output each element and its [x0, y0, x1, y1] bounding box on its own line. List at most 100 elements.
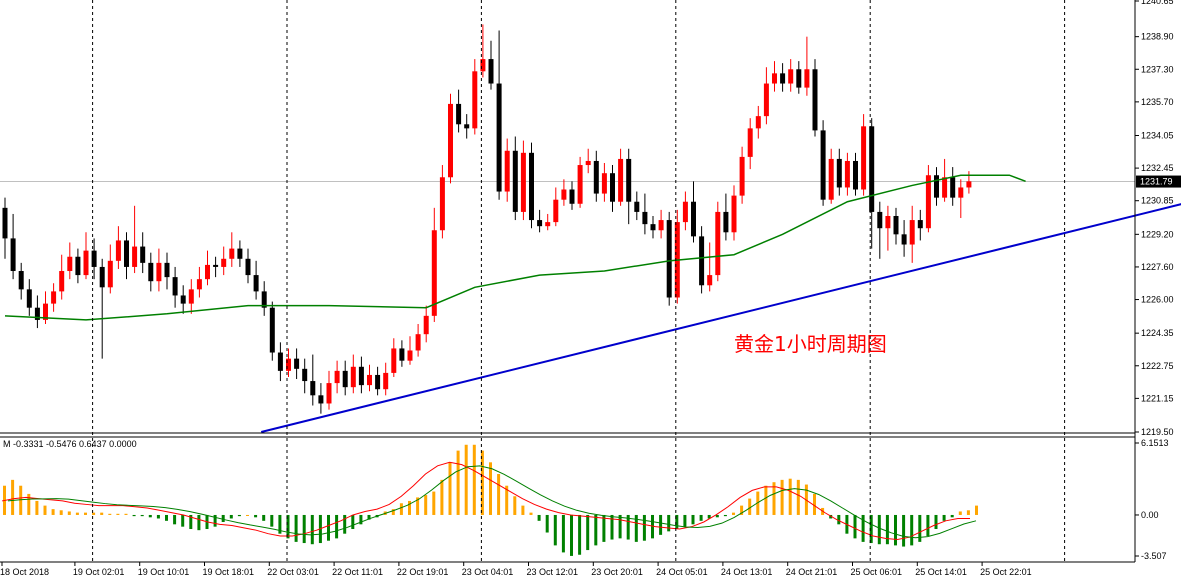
candle-body — [877, 211, 883, 229]
y-tick-label: 1235.70 — [1141, 97, 1174, 107]
candle-body — [391, 348, 397, 373]
indicator-panel — [1, 444, 978, 556]
histogram-bar — [229, 514, 233, 519]
candle-body — [618, 158, 624, 202]
histogram-bar — [408, 500, 411, 515]
candle-body — [375, 374, 381, 390]
histogram-bar — [197, 514, 201, 531]
candle-body — [682, 201, 688, 223]
x-tick-label: 22 Oct 19:01 — [397, 567, 449, 577]
candle-body — [520, 152, 526, 212]
histogram-bar — [659, 514, 663, 535]
x-tick-label: 24 Oct 21:01 — [786, 567, 838, 577]
current-price-label: 1231.79 — [1140, 177, 1173, 187]
candle-body — [853, 160, 858, 190]
candle-body — [958, 187, 964, 198]
candle-body — [172, 277, 178, 296]
candle-body — [585, 160, 591, 166]
candle-body — [739, 156, 745, 196]
histogram-bar — [270, 514, 274, 527]
candle-body — [310, 381, 316, 396]
histogram-bar — [813, 493, 816, 515]
histogram-bar — [335, 514, 339, 539]
candle-body — [237, 248, 243, 259]
histogram-bar — [918, 514, 922, 542]
histogram-bar — [788, 478, 792, 515]
candle-body — [561, 189, 567, 200]
y-tick-label: 1237.30 — [1141, 64, 1174, 74]
x-axis: 18 Oct 2018 19 Oct 02:01 19 Oct 10:01 19 Oc… — [0, 562, 1032, 577]
candle-body — [707, 275, 713, 286]
histogram-bar — [651, 514, 654, 539]
candle-body — [934, 175, 939, 198]
histogram-bar — [75, 512, 79, 515]
x-tick-label: 19 Oct 18:01 — [203, 567, 255, 577]
y-tick-label: 1219.50 — [1141, 427, 1174, 437]
histogram-bar — [885, 514, 889, 545]
y-axis: 1240.65 1238.90 1237.30 1235.70 1234.05 1232.… — [1135, 0, 1181, 561]
candle-body — [796, 69, 802, 88]
candle-body — [925, 175, 931, 229]
histogram-bar — [691, 514, 695, 525]
histogram-bar — [715, 514, 719, 518]
histogram-bar — [610, 514, 614, 540]
candle-body — [205, 264, 210, 280]
candle-body — [747, 128, 753, 157]
x-tick-label: 19 Oct 10:01 — [138, 567, 190, 577]
histogram-bar — [723, 514, 727, 517]
histogram-bar — [926, 514, 930, 537]
candle-body — [196, 279, 202, 290]
histogram-bar — [286, 514, 290, 539]
histogram-bar — [626, 514, 630, 540]
candle-body — [691, 201, 696, 237]
candle-body — [917, 220, 923, 229]
candle-body — [140, 246, 146, 263]
candle-body — [828, 158, 834, 200]
x-tick-label: 25 Oct 22:01 — [980, 567, 1032, 577]
histogram-bar — [756, 491, 760, 515]
histogram-bar — [67, 511, 71, 515]
candle-body — [472, 71, 478, 129]
candle-body — [2, 207, 8, 239]
candle-body — [861, 126, 867, 190]
histogram-bar — [699, 514, 703, 521]
candle-body — [415, 334, 421, 351]
candle-body — [763, 83, 769, 117]
candle-body — [342, 370, 348, 388]
histogram-bar — [59, 510, 63, 515]
histogram-bar — [246, 514, 249, 516]
candle-body — [529, 152, 534, 221]
histogram-bar — [796, 479, 800, 515]
histogram-bar — [529, 512, 533, 515]
x-tick-label: 25 Oct 06:01 — [851, 567, 903, 577]
y-tick-label: 1224.35 — [1141, 328, 1174, 338]
histogram-bar — [343, 514, 347, 534]
x-tick-label: 25 Oct 14:01 — [915, 567, 967, 577]
histogram-bar — [108, 513, 112, 515]
candle-body — [610, 173, 615, 202]
candle-body — [107, 260, 113, 288]
histogram-bar — [472, 444, 476, 515]
candle-body — [901, 234, 907, 245]
candle-body — [893, 215, 899, 235]
candle-body — [180, 295, 186, 304]
histogram-bar — [189, 514, 193, 530]
candle-body — [569, 189, 575, 204]
candle-body — [302, 368, 308, 382]
candle-body — [634, 201, 640, 212]
x-tick-label: 22 Oct 11:01 — [332, 567, 383, 577]
histogram-bar — [456, 450, 460, 515]
histogram-bar — [181, 514, 185, 527]
candle-body — [431, 230, 437, 316]
histogram-bar — [148, 514, 152, 518]
x-tick-label: 19 Oct 02:01 — [73, 567, 125, 577]
candle-body — [67, 256, 73, 272]
x-tick-label: 18 Oct 2018 — [0, 567, 49, 577]
histogram-bar — [464, 444, 468, 515]
candle-body — [885, 215, 891, 229]
candle-body — [820, 130, 826, 200]
histogram-bar — [116, 513, 120, 515]
y-tick-label: 1222.75 — [1141, 361, 1174, 371]
price-panel — [0, 24, 1181, 433]
histogram-bar — [861, 514, 865, 542]
